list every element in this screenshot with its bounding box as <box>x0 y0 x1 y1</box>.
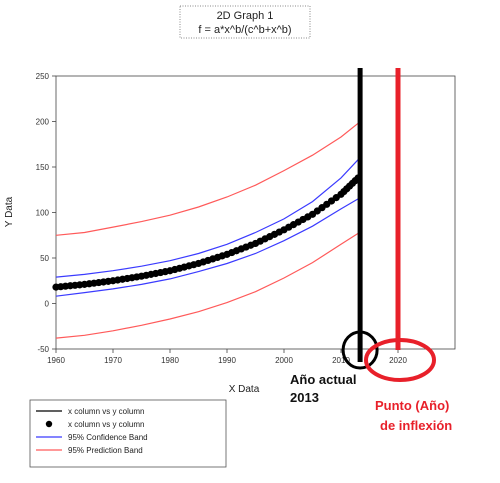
x-axis-label: X Data <box>229 384 260 395</box>
y-tick-label: 250 <box>36 72 50 81</box>
inflection-circle <box>364 338 436 382</box>
x-tick-label: 1990 <box>218 356 236 365</box>
y-tick-label: 0 <box>45 300 50 309</box>
prediction-band-upper <box>55 122 359 236</box>
y-tick-label: 150 <box>36 163 50 172</box>
prediction-band-lower <box>55 232 359 339</box>
legend: x column vs y column x column vs y column… <box>36 407 148 455</box>
ticks-layer: 1960 1970 1980 1990 2000 2010 2020 -50 0 50 100 150… <box>36 72 408 365</box>
chart-subtitle: f = a*x^b/(c^b+x^b) <box>198 24 291 36</box>
x-tick-label: 2000 <box>275 356 293 365</box>
fit-layer <box>52 174 362 291</box>
y-tick-label: 200 <box>36 118 50 127</box>
x-tick-label: 2010 <box>332 356 350 365</box>
inflection-label: Punto (Año) <box>375 398 449 413</box>
confidence-band-upper <box>55 159 359 278</box>
x-tick-label: 2020 <box>389 356 407 365</box>
confidence-band-lower <box>55 198 359 297</box>
bands-layer <box>55 122 359 339</box>
annotations-layer: Año actual 2013 Punto (Año) de inflexión <box>290 68 452 433</box>
chart-title: 2D Graph 1 <box>217 10 274 22</box>
y-axis-label: Y Data <box>4 196 15 227</box>
x-tick-label: 1970 <box>104 356 122 365</box>
legend-label: x column vs y column <box>68 420 144 429</box>
plot-area <box>55 75 456 350</box>
current-year-label: Año actual <box>290 372 356 387</box>
legend-label: x column vs y column <box>68 407 144 416</box>
legend-label: 95% Confidence Band <box>68 433 148 442</box>
y-tick-label: -50 <box>37 345 49 354</box>
current-year-circle <box>341 330 379 370</box>
legend-marker <box>45 420 53 428</box>
legend-box <box>29 399 227 468</box>
y-tick-label: 50 <box>40 254 49 263</box>
x-tick-label: 1960 <box>47 356 65 365</box>
current-year-label-line2: 2013 <box>290 390 319 405</box>
legend-label: 95% Prediction Band <box>68 446 143 455</box>
title-box <box>179 5 311 39</box>
y-tick-label: 100 <box>36 209 50 218</box>
inflection-label-line2: de inflexión <box>380 418 452 433</box>
fit-line <box>55 176 360 289</box>
x-tick-label: 1980 <box>161 356 179 365</box>
